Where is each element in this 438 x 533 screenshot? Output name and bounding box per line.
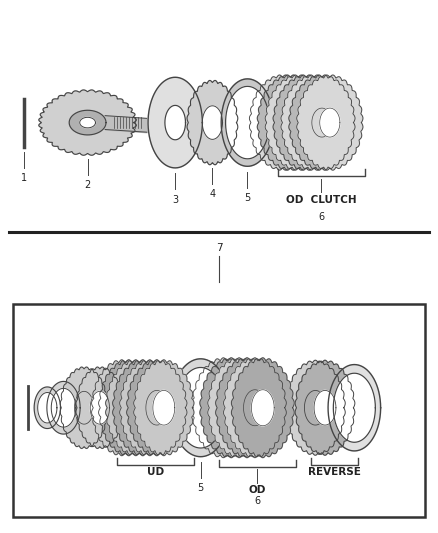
Polygon shape <box>153 391 175 425</box>
Polygon shape <box>90 391 110 424</box>
Polygon shape <box>231 358 294 458</box>
Polygon shape <box>99 360 159 456</box>
Polygon shape <box>289 75 355 170</box>
Polygon shape <box>236 390 258 426</box>
Polygon shape <box>120 360 180 456</box>
Polygon shape <box>113 360 173 456</box>
Polygon shape <box>92 360 152 456</box>
Text: REVERSE: REVERSE <box>308 467 361 477</box>
Polygon shape <box>187 80 238 165</box>
Polygon shape <box>76 367 124 448</box>
Polygon shape <box>226 86 269 159</box>
Polygon shape <box>333 373 375 442</box>
Polygon shape <box>304 108 324 137</box>
Polygon shape <box>221 79 274 166</box>
Polygon shape <box>134 360 194 456</box>
Text: 4: 4 <box>209 189 215 199</box>
Polygon shape <box>215 358 279 458</box>
Polygon shape <box>244 390 266 426</box>
Polygon shape <box>273 75 339 170</box>
Polygon shape <box>60 367 108 448</box>
Polygon shape <box>297 75 363 170</box>
Polygon shape <box>223 358 286 458</box>
Polygon shape <box>192 358 255 458</box>
Polygon shape <box>257 75 324 170</box>
Polygon shape <box>220 390 243 426</box>
Text: 5: 5 <box>198 483 204 494</box>
Polygon shape <box>176 367 225 448</box>
Polygon shape <box>146 391 168 425</box>
Polygon shape <box>132 391 154 425</box>
Polygon shape <box>38 392 57 423</box>
Polygon shape <box>200 358 263 458</box>
Polygon shape <box>280 108 300 137</box>
Polygon shape <box>171 359 230 457</box>
Polygon shape <box>39 90 136 155</box>
Polygon shape <box>165 106 186 140</box>
Text: 1: 1 <box>21 173 27 183</box>
Polygon shape <box>74 391 94 424</box>
Text: OD  CLUTCH: OD CLUTCH <box>286 195 357 205</box>
Polygon shape <box>118 391 140 425</box>
Text: 6: 6 <box>254 496 260 506</box>
Bar <box>13 304 425 517</box>
Text: UD: UD <box>147 467 165 477</box>
Text: 2: 2 <box>85 180 91 190</box>
Polygon shape <box>314 391 336 425</box>
Polygon shape <box>295 360 355 455</box>
Polygon shape <box>312 108 332 137</box>
Polygon shape <box>265 75 332 170</box>
Polygon shape <box>328 365 381 451</box>
Polygon shape <box>320 108 340 137</box>
Polygon shape <box>251 390 274 426</box>
Polygon shape <box>148 77 202 168</box>
Polygon shape <box>139 391 161 425</box>
Text: 3: 3 <box>172 195 178 205</box>
Polygon shape <box>228 390 251 426</box>
Polygon shape <box>111 391 133 425</box>
Polygon shape <box>127 360 187 456</box>
Polygon shape <box>304 391 326 425</box>
Polygon shape <box>212 390 235 426</box>
Polygon shape <box>288 108 308 137</box>
Polygon shape <box>47 382 80 434</box>
Polygon shape <box>202 106 223 139</box>
Polygon shape <box>296 108 316 137</box>
Polygon shape <box>249 75 316 170</box>
Polygon shape <box>286 360 345 455</box>
Text: 6: 6 <box>318 212 325 222</box>
Polygon shape <box>272 108 293 137</box>
Polygon shape <box>51 389 76 427</box>
Text: OD: OD <box>249 485 266 495</box>
Text: 5: 5 <box>244 193 251 203</box>
Polygon shape <box>106 360 166 456</box>
Text: 7: 7 <box>215 243 223 253</box>
Polygon shape <box>281 75 347 170</box>
Polygon shape <box>125 391 147 425</box>
Polygon shape <box>80 117 95 128</box>
Polygon shape <box>69 110 106 135</box>
Polygon shape <box>34 387 60 429</box>
Polygon shape <box>208 358 271 458</box>
